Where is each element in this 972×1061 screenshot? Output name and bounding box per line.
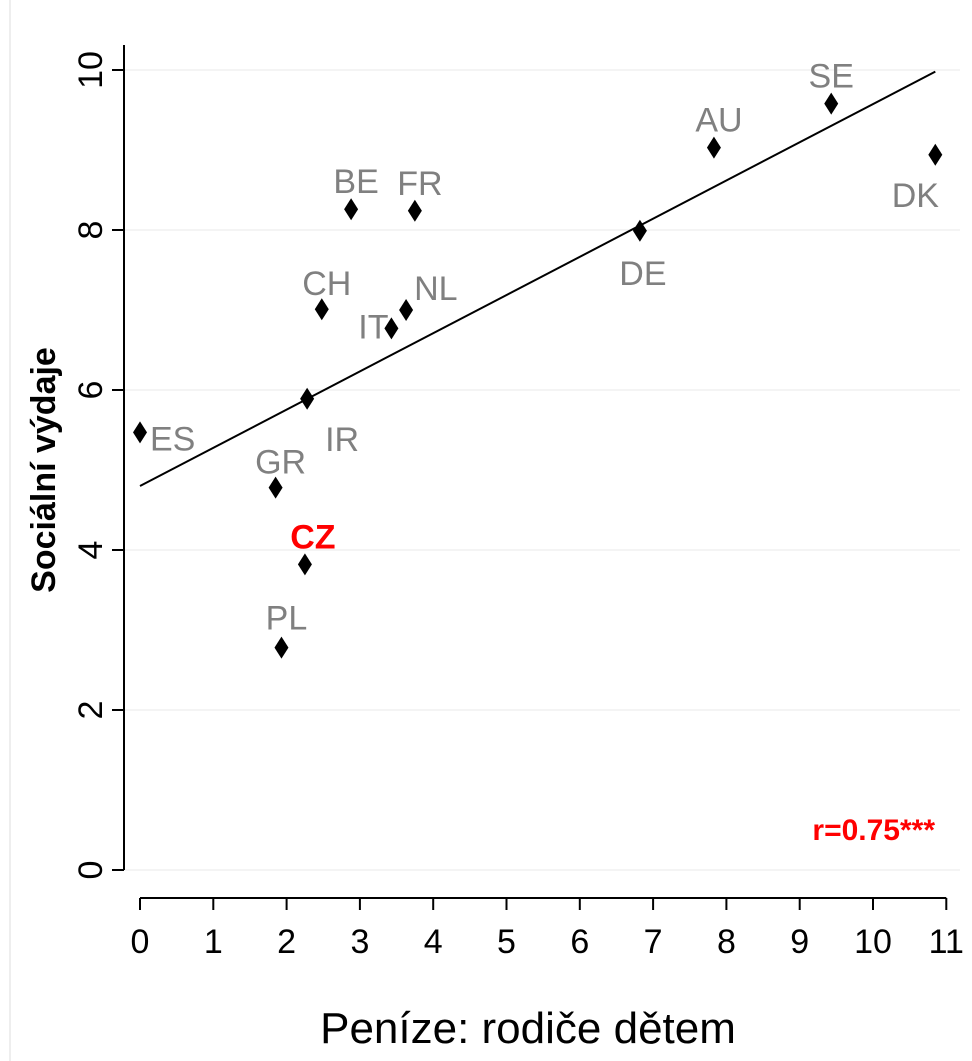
point-label-nl: NL bbox=[414, 270, 457, 308]
point-label-se: SE bbox=[809, 58, 854, 96]
x-tick-label-2: 2 bbox=[277, 923, 296, 961]
point-label-fr: FR bbox=[397, 165, 442, 203]
marker-es bbox=[133, 421, 147, 444]
point-label-es: ES bbox=[150, 420, 195, 458]
point-label-pl: PL bbox=[266, 600, 308, 638]
x-axis-label: Peníze: rodiče dětem bbox=[320, 1004, 736, 1053]
y-tick-label-4: 4 bbox=[72, 541, 110, 560]
point-label-dk: DK bbox=[892, 177, 940, 215]
marker-gr bbox=[268, 476, 283, 499]
y-axis-label: Sociální výdaje bbox=[25, 347, 63, 593]
marker-dk bbox=[928, 143, 943, 166]
point-label-au: AU bbox=[695, 102, 742, 140]
y-tick-label-10: 10 bbox=[72, 51, 110, 89]
point-label-ir: IR bbox=[325, 421, 359, 459]
marker-de bbox=[632, 219, 647, 242]
point-label-ch: CH bbox=[302, 265, 351, 303]
x-tick-label-9: 9 bbox=[790, 923, 809, 961]
y-tick-label-8: 8 bbox=[72, 221, 110, 240]
y-tick-label-0: 0 bbox=[72, 861, 110, 880]
correlation-annotation: r=0.75*** bbox=[812, 814, 935, 847]
x-tick-label-1: 1 bbox=[204, 923, 223, 961]
data-points: ES GR CZ PL IR CH BE IT NL FR DE AU SE DK bbox=[133, 58, 943, 659]
x-tick-label-4: 4 bbox=[424, 923, 443, 961]
regression-line bbox=[139, 70, 936, 487]
marker-be bbox=[344, 198, 359, 221]
x-tick-label-0: 0 bbox=[131, 923, 150, 961]
marker-ch bbox=[314, 298, 329, 321]
marker-se bbox=[824, 92, 839, 115]
marker-cz bbox=[297, 553, 312, 576]
y-tick-label-6: 6 bbox=[72, 381, 110, 400]
x-tick-label-3: 3 bbox=[350, 923, 369, 961]
x-tick-label-10: 10 bbox=[854, 923, 892, 961]
x-tick-label-11: 11 bbox=[929, 923, 964, 961]
marker-ir bbox=[300, 387, 315, 410]
x-tick-label-7: 7 bbox=[644, 923, 663, 961]
point-label-be: BE bbox=[333, 163, 378, 201]
x-tick-label-5: 5 bbox=[497, 923, 516, 961]
axes: 0 2 4 6 8 10 0 1 2 3 4 5 6 7 8 9 10 11 bbox=[72, 45, 964, 961]
x-tick-label-6: 6 bbox=[570, 923, 589, 961]
marker-fr bbox=[407, 199, 422, 222]
marker-nl bbox=[399, 299, 414, 321]
y-tick-label-2: 2 bbox=[72, 701, 110, 720]
marker-au bbox=[706, 136, 721, 159]
gridlines bbox=[124, 69, 960, 871]
point-label-de: DE bbox=[619, 255, 666, 293]
point-label-gr: GR bbox=[255, 444, 306, 482]
point-label-it: IT bbox=[358, 308, 388, 346]
x-tick-label-8: 8 bbox=[717, 923, 736, 961]
marker-it bbox=[384, 317, 399, 340]
point-label-cz: CZ bbox=[290, 518, 335, 556]
marker-pl bbox=[274, 636, 289, 659]
